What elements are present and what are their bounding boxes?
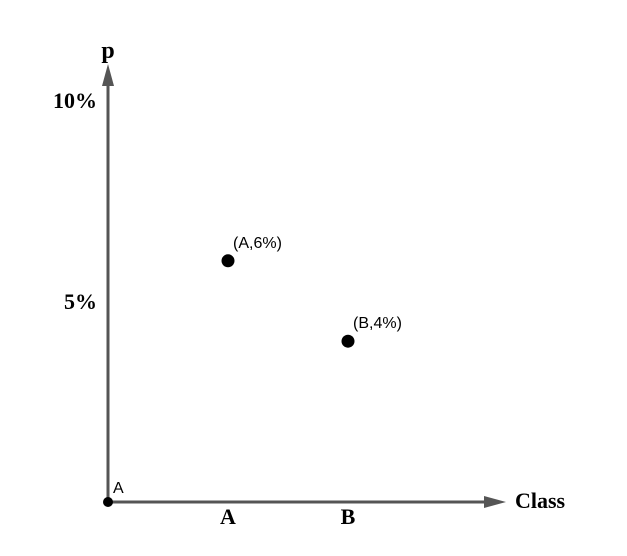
- x-axis-label: Class: [515, 488, 566, 513]
- y-axis-arrow: [102, 64, 114, 86]
- data-point: [341, 334, 355, 348]
- x-tick-label: B: [341, 504, 356, 529]
- origin-point: [103, 497, 113, 507]
- y-axis-label: p: [101, 38, 114, 64]
- data-points: (A,6%) (B,4%): [221, 235, 402, 348]
- data-label: (B,4%): [353, 315, 402, 332]
- origin-label: A: [113, 480, 124, 497]
- data-point: [221, 254, 235, 268]
- y-tick-labels: 10% 5%: [53, 88, 97, 314]
- data-label: (A,6%): [233, 235, 282, 252]
- y-tick-label: 10%: [53, 88, 97, 113]
- x-axis-arrow: [484, 496, 506, 508]
- x-tick-label: A: [220, 504, 236, 529]
- y-tick-label: 5%: [64, 289, 97, 314]
